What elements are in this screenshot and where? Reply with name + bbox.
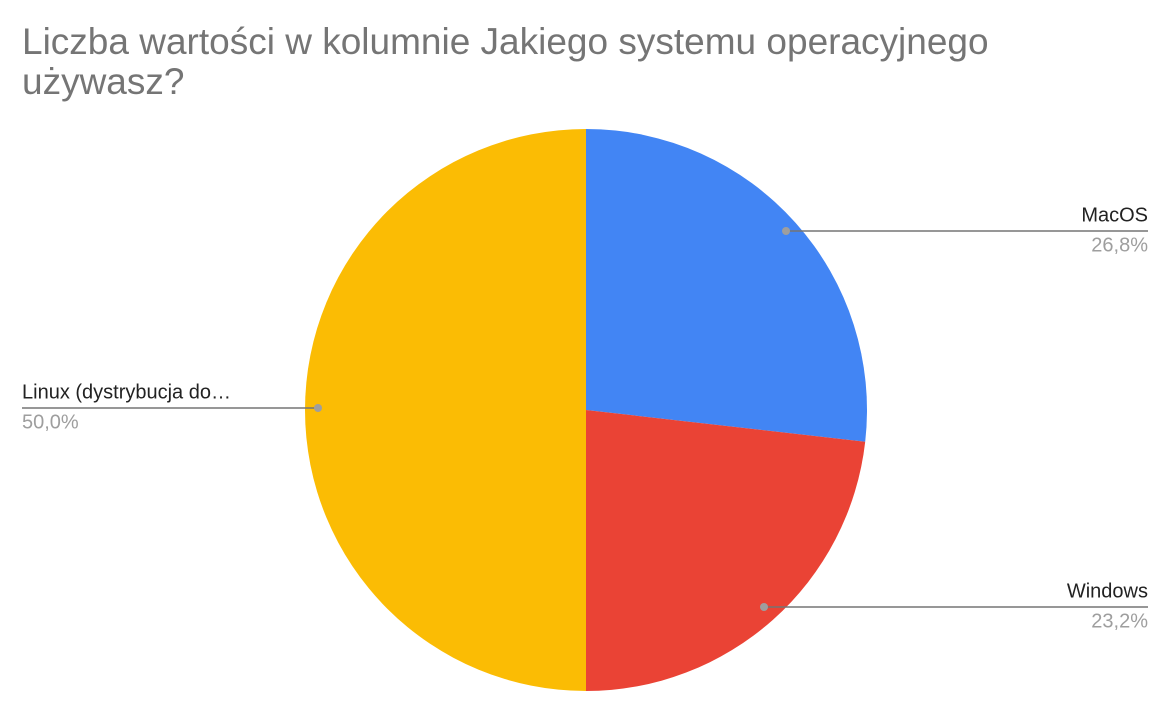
slice-label: Linux (dystrybucja do… [22, 381, 231, 403]
chart-title: Liczba wartości w kolumnie Jakiego syste… [22, 21, 989, 102]
leader-dot [782, 227, 790, 235]
pie-slice [586, 410, 866, 691]
slice-label: MacOS [1081, 204, 1148, 226]
pie-slice [586, 129, 867, 442]
slice-value: 23,2% [1091, 610, 1148, 632]
leader-dot [314, 404, 322, 412]
leader-dot [760, 603, 768, 611]
slice-label: Windows [1067, 580, 1148, 602]
pie-slice [305, 129, 586, 691]
slice-value: 26,8% [1091, 234, 1148, 256]
slice-value: 50,0% [22, 411, 79, 433]
